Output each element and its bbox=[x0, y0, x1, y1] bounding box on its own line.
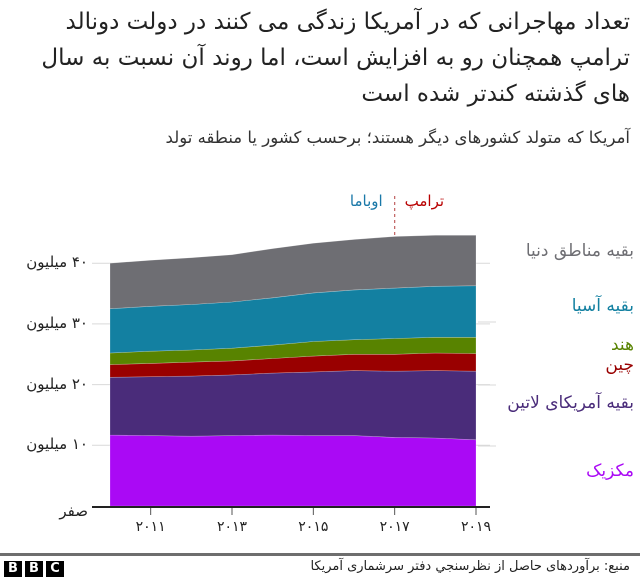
x-tick-label: ۲۰۱۱ bbox=[135, 519, 166, 535]
legend-label: مکزیک bbox=[586, 461, 634, 481]
bbc-logo: B B C bbox=[4, 561, 64, 577]
x-tick-label: ۲۰۱۹ bbox=[460, 519, 492, 535]
legend-label: هند bbox=[610, 335, 634, 355]
y-tick-label: ۳۰ میلیون bbox=[26, 313, 88, 332]
y-tick-label: ۴۰ میلیون bbox=[26, 253, 88, 272]
y-tick-label: ۲۰ میلیون bbox=[26, 374, 88, 393]
area-series bbox=[109, 434, 477, 507]
x-tick-label: ۲۰۱۳ bbox=[216, 519, 248, 535]
chart-title: تعداد مهاجرانی که در آمریکا زندگی می کنن… bbox=[41, 9, 630, 107]
legend-label: بقیه آمریکای لاتین bbox=[507, 393, 634, 413]
chart-subtitle: آمریکا که متولد کشورهای دیگر هستند؛ برحس… bbox=[165, 128, 630, 147]
legend-label: بقیه مناطق دنیا bbox=[525, 241, 634, 261]
area-series bbox=[109, 285, 477, 354]
area-series bbox=[109, 352, 477, 378]
y-tick-label: صفر bbox=[59, 502, 88, 520]
y-tick-label: ۱۰ میلیون bbox=[26, 435, 88, 454]
stacked-area-chart bbox=[92, 196, 496, 515]
area-series bbox=[109, 235, 477, 310]
trump-annotation: ترامپ bbox=[404, 192, 445, 210]
x-tick-label: ۲۰۱۵ bbox=[298, 519, 329, 535]
legend-label: بقیه آسیا bbox=[571, 296, 634, 316]
area-series bbox=[109, 370, 477, 441]
source-note: منبع: برآوردهای حاصل از نظرسنجي دفتر سرش… bbox=[310, 559, 630, 574]
obama-annotation: اوباما bbox=[349, 192, 383, 210]
x-tick-label: ۲۰۱۷ bbox=[379, 519, 410, 535]
legend-label: چین bbox=[605, 355, 634, 375]
footer-divider bbox=[0, 553, 640, 556]
